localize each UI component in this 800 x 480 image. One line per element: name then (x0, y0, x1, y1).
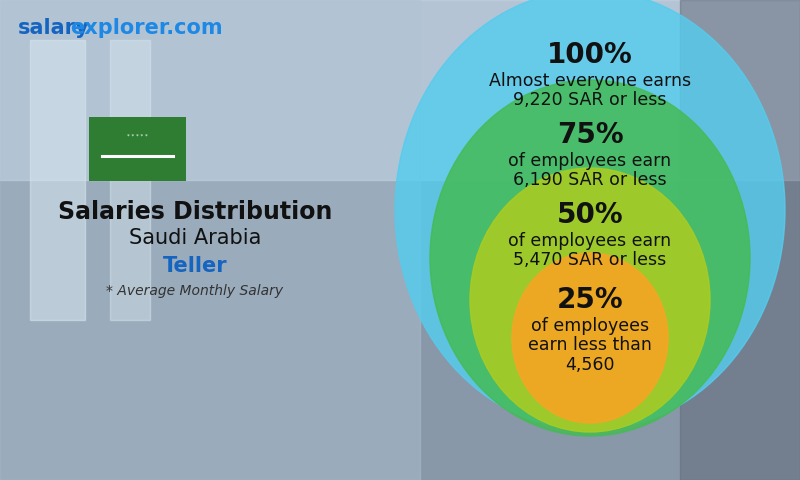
Ellipse shape (512, 253, 668, 423)
Text: Teller: Teller (162, 256, 227, 276)
Ellipse shape (430, 80, 750, 436)
Text: 50%: 50% (557, 201, 623, 229)
FancyBboxPatch shape (89, 117, 186, 181)
Text: 5,470 SAR or less: 5,470 SAR or less (514, 252, 666, 269)
Ellipse shape (470, 168, 710, 432)
Text: 100%: 100% (547, 41, 633, 69)
Text: * Average Monthly Salary: * Average Monthly Salary (106, 284, 283, 298)
Text: Almost everyone earns: Almost everyone earns (489, 72, 691, 90)
Text: 6,190 SAR or less: 6,190 SAR or less (513, 171, 667, 190)
Bar (0, 0, 800, 180)
Text: 25%: 25% (557, 286, 623, 314)
Bar (110, 40, 150, 320)
Bar (30, 40, 85, 320)
Bar (0, 0, 420, 480)
Text: explorer.com: explorer.com (70, 18, 222, 38)
Text: 4,560: 4,560 (566, 356, 614, 374)
Text: Salaries Distribution: Salaries Distribution (58, 200, 332, 224)
Text: of employees earn: of employees earn (509, 152, 671, 170)
Text: 9,220 SAR or less: 9,220 SAR or less (514, 91, 666, 109)
Text: * * * * *: * * * * * (127, 134, 148, 139)
Text: of employees earn: of employees earn (509, 232, 671, 250)
Text: earn less than: earn less than (528, 336, 652, 354)
Text: 75%: 75% (557, 121, 623, 149)
Text: salary: salary (18, 18, 90, 38)
Text: Saudi Arabia: Saudi Arabia (129, 228, 261, 248)
Bar (680, 0, 800, 480)
Text: of employees: of employees (531, 317, 649, 335)
Ellipse shape (395, 0, 785, 430)
